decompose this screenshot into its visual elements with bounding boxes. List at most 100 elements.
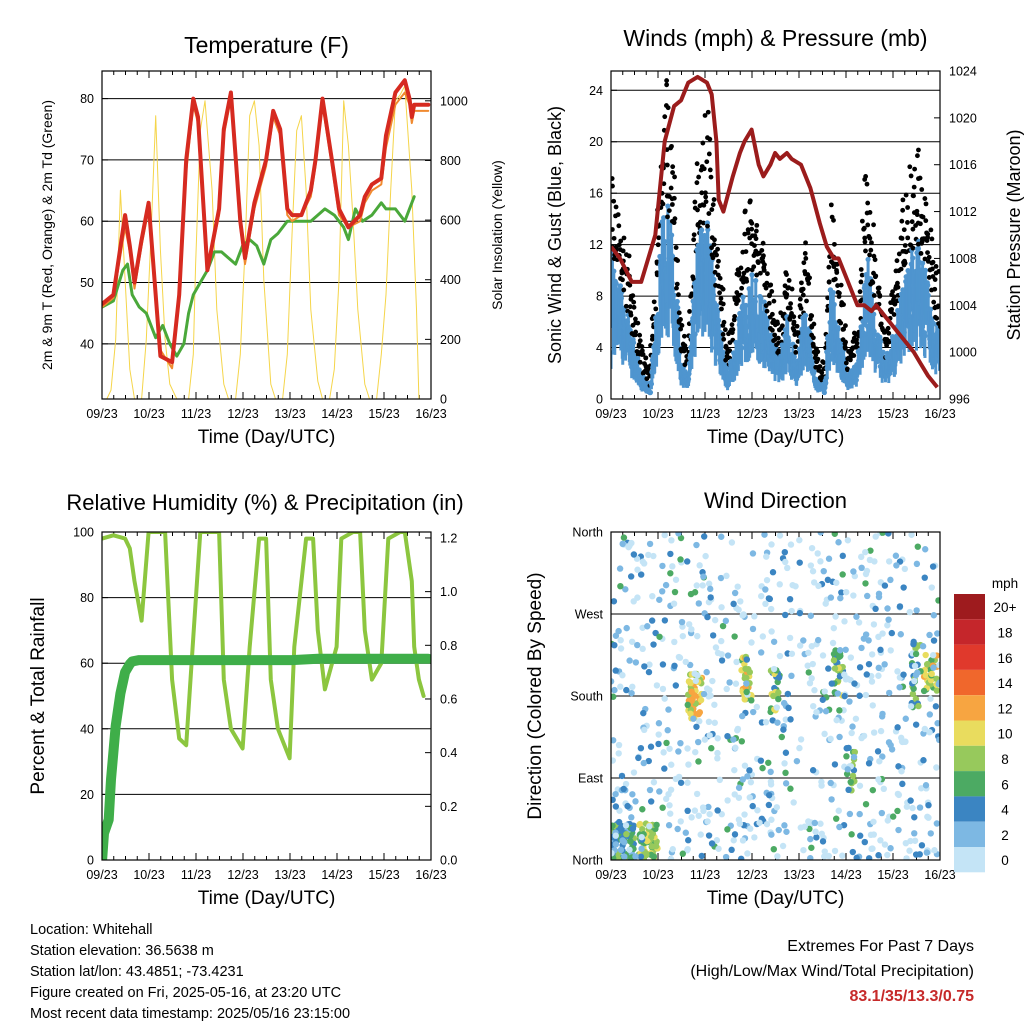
direction-point bbox=[641, 727, 647, 733]
colorbar-unit: mph bbox=[992, 576, 1018, 591]
y-tick-label: North bbox=[572, 854, 603, 868]
direction-point bbox=[718, 638, 724, 644]
y2-tick-label: 1004 bbox=[949, 299, 977, 313]
y2-tick-label: 0.0 bbox=[440, 854, 457, 868]
wind-gust-point bbox=[717, 290, 722, 295]
y2-tick-label: 1008 bbox=[949, 252, 977, 266]
wind-gust-point bbox=[637, 333, 642, 338]
direction-point bbox=[729, 539, 735, 545]
wind-gust-point bbox=[761, 241, 766, 246]
wind-gust-point bbox=[863, 249, 868, 254]
direction-point bbox=[805, 818, 811, 824]
direction-point bbox=[737, 821, 743, 827]
direction-point bbox=[785, 691, 791, 697]
y-tick-label: 80 bbox=[80, 591, 94, 605]
extremes-subtitle: (High/Low/Max Wind/Total Precipitation) bbox=[690, 959, 974, 984]
wind-speed-point bbox=[923, 268, 928, 273]
direction-point bbox=[845, 787, 851, 793]
y-tick-label: 0 bbox=[87, 854, 94, 868]
wind-gust-point bbox=[776, 336, 781, 341]
wind-gust-point bbox=[788, 306, 793, 311]
wind-gust-point bbox=[790, 287, 795, 292]
y-tick-label: 16 bbox=[589, 187, 603, 201]
direction-point bbox=[662, 532, 668, 538]
chart-title: Wind Direction bbox=[704, 488, 847, 513]
wind-gust-point bbox=[752, 243, 757, 248]
wind-gust-point bbox=[907, 164, 912, 169]
direction-point bbox=[897, 603, 903, 609]
direction-point bbox=[820, 838, 826, 844]
direction-point bbox=[878, 728, 884, 734]
info-location: Location: Whitehall bbox=[30, 920, 350, 941]
direction-point bbox=[826, 556, 832, 562]
wind-gust-point bbox=[662, 114, 667, 119]
y2-tick-label: 1020 bbox=[949, 111, 977, 125]
direction-point bbox=[929, 584, 935, 590]
direction-point bbox=[703, 669, 709, 675]
direction-point bbox=[820, 697, 826, 703]
wind-gust-point bbox=[919, 187, 924, 192]
wind-gust-point bbox=[656, 235, 661, 240]
direction-point bbox=[879, 530, 885, 536]
info-latlon: Station lat/lon: 43.4851; -73.4231 bbox=[30, 962, 350, 983]
direction-point bbox=[813, 709, 819, 715]
x-tick-label: 10/23 bbox=[642, 407, 673, 421]
x-tick-label: 12/23 bbox=[227, 868, 258, 882]
direction-point bbox=[673, 577, 679, 583]
direction-point bbox=[922, 574, 928, 580]
direction-point bbox=[887, 845, 893, 851]
wind-gust-point bbox=[927, 255, 932, 260]
y-tick-label: South bbox=[570, 690, 603, 704]
wind-gust-point bbox=[803, 256, 808, 261]
direction-point bbox=[908, 703, 914, 709]
direction-point bbox=[864, 568, 870, 574]
wind-speed-point bbox=[671, 293, 676, 298]
direction-point bbox=[796, 537, 802, 543]
direction-point bbox=[731, 633, 737, 639]
station-info: Location: Whitehall Station elevation: 3… bbox=[30, 920, 350, 1025]
direction-point bbox=[732, 831, 738, 837]
wind-gust-point bbox=[712, 197, 717, 202]
direction-point bbox=[863, 801, 869, 807]
direction-point bbox=[809, 643, 815, 649]
wind-speed-point bbox=[854, 377, 859, 382]
direction-point bbox=[866, 760, 872, 766]
direction-point bbox=[853, 716, 859, 722]
direction-point bbox=[631, 551, 637, 557]
direction-point bbox=[888, 647, 894, 653]
direction-point bbox=[750, 550, 756, 556]
wind-gust-point bbox=[829, 202, 834, 207]
wind-gust-point bbox=[860, 219, 865, 224]
wind-gust-point bbox=[769, 289, 774, 294]
y2-tick-label: 1.2 bbox=[440, 531, 457, 545]
direction-point bbox=[857, 833, 863, 839]
direction-point bbox=[616, 750, 622, 756]
direction-point bbox=[630, 825, 636, 831]
wind-gust-point bbox=[925, 238, 930, 243]
y-tick-label: 100 bbox=[73, 526, 94, 540]
wind-gust-point bbox=[721, 337, 726, 342]
direction-point bbox=[626, 542, 632, 548]
direction-point bbox=[832, 761, 838, 767]
wind-speed-mark bbox=[923, 336, 926, 358]
wind-gust-point bbox=[638, 338, 643, 343]
direction-point bbox=[732, 590, 738, 596]
direction-point bbox=[629, 684, 635, 690]
y-tick-label: 20 bbox=[80, 788, 94, 802]
direction-point bbox=[776, 827, 782, 833]
direction-point bbox=[623, 822, 629, 828]
wind-gust-point bbox=[826, 265, 831, 270]
direction-point bbox=[912, 663, 918, 669]
wind-gust-point bbox=[674, 245, 679, 250]
wind-gust-point bbox=[912, 167, 917, 172]
direction-point bbox=[779, 734, 785, 740]
direction-point bbox=[698, 697, 704, 703]
direction-point bbox=[685, 837, 691, 843]
wind-speed-point bbox=[922, 333, 927, 338]
direction-point bbox=[783, 780, 789, 786]
wind-gust-point bbox=[770, 312, 775, 317]
series-line bbox=[102, 532, 424, 758]
direction-point bbox=[832, 848, 838, 854]
wind-gust-point bbox=[867, 236, 872, 241]
colorbar-swatch bbox=[954, 847, 985, 872]
